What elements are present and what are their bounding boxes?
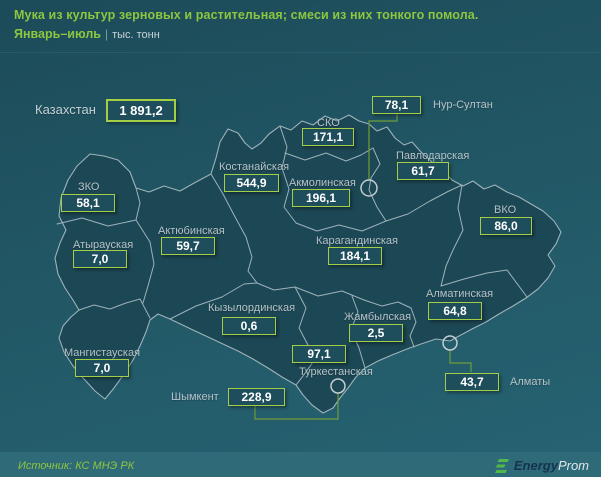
region-borders: [56, 125, 528, 386]
page-title: Мука из культур зерновых и растительная;…: [14, 8, 479, 22]
region-value-sko: 171,1: [302, 128, 354, 146]
callout-almaty: [449, 350, 472, 372]
marker-almaty: [442, 335, 458, 351]
subtitle-separator: |: [104, 27, 109, 41]
city-value-shymkent: 228,9: [228, 388, 285, 406]
region-label-atyrauskaya: Атырауская: [73, 239, 134, 251]
region-label-aktyubinskaya: Актюбинская: [158, 225, 225, 237]
region-value-akmolinskaya: 196,1: [292, 189, 350, 207]
region-label-kyzylordinskaya: Кызылординская: [208, 302, 296, 314]
region-value-almatinskaya: 64,8: [428, 302, 482, 320]
city-label-shymkent: Шымкент: [171, 391, 219, 403]
region-value-karagandinskaya: 184,1: [328, 247, 382, 265]
city-label-almaty: Алматы: [510, 376, 551, 388]
energyprom-logo: EnergyProm: [494, 458, 589, 473]
region-label-akmolinskaya: Акмолинская: [289, 177, 356, 189]
region-value-turkestanskaya: 97,1: [292, 345, 346, 363]
city-value-almaty: 43,7: [445, 373, 499, 391]
region-value-kyzylordinskaya: 0,6: [222, 317, 276, 335]
region-label-zko: ЗКО: [78, 181, 100, 193]
page-subtitle: Январь–июль | тыс. тонн: [14, 27, 160, 41]
city-label-nur-sultan: Нур-Султан: [433, 99, 493, 111]
subtitle-period: Январь–июль: [14, 27, 101, 41]
region-value-zhambylskaya: 2,5: [349, 324, 403, 342]
region-value-aktyubinskaya: 59,7: [161, 237, 215, 255]
city-value-nur-sultan: 78,1: [372, 96, 421, 114]
region-label-turkestanskaya: Туркестанская: [299, 366, 373, 378]
region-label-mangistauskaya: Мангистауская: [64, 347, 141, 359]
header-divider: [0, 52, 601, 53]
footer-bar: Источник: КС МНЭ РК EnergyProm: [0, 452, 601, 477]
country-label: Казахстан: [35, 102, 96, 117]
region-label-sko: СКО: [317, 117, 340, 129]
region-label-vko: ВКО: [494, 204, 517, 216]
logo-text: EnergyProm: [514, 458, 589, 473]
region-label-kostanayskaya: Костанайская: [219, 161, 290, 173]
subtitle-unit: тыс. тонн: [112, 29, 160, 41]
region-value-zko: 58,1: [61, 194, 115, 212]
region-value-mangistauskaya: 7,0: [75, 359, 129, 377]
country-value: 1 891,2: [106, 99, 176, 122]
region-value-atyrauskaya: 7,0: [73, 250, 127, 268]
country-outline: [54, 114, 562, 414]
logo-text-prom: Prom: [557, 458, 589, 473]
region-label-pavlodarskaya: Павлодарская: [396, 150, 470, 162]
region-value-vko: 86,0: [480, 217, 532, 235]
callout-lines: [254, 113, 472, 420]
region-label-karagandinskaya: Карагандинская: [316, 235, 398, 247]
energyprom-logo-icon: [494, 458, 509, 473]
region-label-zhambylskaya: Жамбылская: [344, 311, 412, 323]
callout-shymkent: [254, 393, 339, 420]
callout-nur-sultan: [368, 113, 398, 180]
marker-shymkent: [330, 378, 346, 394]
marker-nur-sultan: [360, 179, 378, 197]
region-value-pavlodarskaya: 61,7: [397, 162, 449, 180]
region-label-almatinskaya: Алматинская: [426, 288, 494, 300]
logo-text-energy: Energy: [513, 458, 558, 473]
city-markers: [330, 179, 458, 394]
source-text: Источник: КС МНЭ РК: [18, 460, 135, 472]
region-value-kostanayskaya: 544,9: [224, 174, 279, 192]
